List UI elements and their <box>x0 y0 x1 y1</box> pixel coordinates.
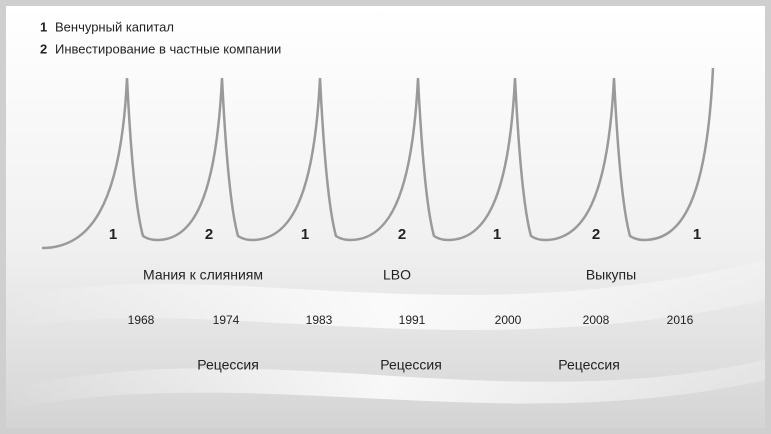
year-label: 1991 <box>399 313 426 327</box>
cycle-label: 2 <box>398 226 406 243</box>
cycle-curve <box>41 67 715 250</box>
legend-number: 2 <box>40 41 47 56</box>
cycle-label: 1 <box>693 226 701 243</box>
cycle-label: 1 <box>301 226 309 243</box>
year-label: 2008 <box>583 313 610 327</box>
era-label: Мания к слияниям <box>143 267 263 283</box>
recession-label: Рецессия <box>380 357 442 373</box>
cycle-label: 1 <box>109 226 117 243</box>
swoosh <box>6 360 765 410</box>
cycle-label: 2 <box>205 226 213 243</box>
year-label: 1983 <box>306 313 333 327</box>
legend-label: Инвестирование в частные компании <box>55 41 281 56</box>
background <box>6 6 765 428</box>
cycle-curves <box>41 67 715 250</box>
year-label: 2000 <box>495 313 522 327</box>
era-label: Выкупы <box>586 267 636 283</box>
year-label: 1968 <box>128 313 155 327</box>
legend-number: 1 <box>40 19 47 34</box>
labels: 1 Венчурный капитал 2 Инвестирование в част… <box>40 19 701 372</box>
recession-label: Рецессия <box>558 357 620 373</box>
swoosh <box>6 260 765 330</box>
era-label: LBO <box>383 267 411 283</box>
year-label: 1974 <box>213 313 240 327</box>
year-label: 2016 <box>667 313 694 327</box>
legend-label: Венчурный капитал <box>55 19 174 34</box>
cycle-label: 1 <box>493 226 501 243</box>
recession-label: Рецессия <box>197 357 259 373</box>
cycle-label: 2 <box>592 226 600 243</box>
